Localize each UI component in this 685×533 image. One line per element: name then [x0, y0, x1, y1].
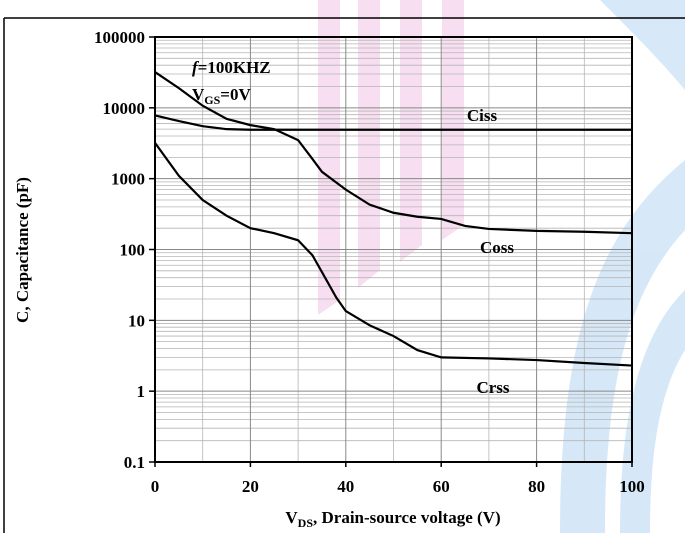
annotation-rest: =0V — [220, 85, 251, 104]
annotation: f=100KHZ — [192, 58, 271, 77]
series-label: Crss — [476, 378, 509, 397]
watermark — [318, 0, 685, 533]
x-axis-label: VDS, Drain-source voltage (V) — [285, 508, 500, 530]
y-tick-label: 1000 — [111, 170, 145, 189]
y-tick-label: 0.1 — [124, 453, 145, 472]
x-tick-label: 100 — [619, 477, 645, 496]
y-tick-label: 1 — [137, 382, 146, 401]
y-axis-label: C, Capacitance (pF) — [13, 177, 32, 323]
x-label-rest: , Drain-source voltage (V) — [313, 508, 501, 527]
x-tick-label: 20 — [242, 477, 259, 496]
y-tick-label: 10000 — [103, 99, 146, 118]
x-tick-label: 80 — [528, 477, 545, 496]
x-tick-label: 60 — [433, 477, 450, 496]
x-tick-label: 0 — [151, 477, 160, 496]
x-label-main: V — [285, 508, 298, 527]
series-line — [154, 142, 633, 367]
plot-frame — [154, 36, 633, 463]
annotation-symbol: f — [192, 58, 200, 77]
annotation: VGS=0V — [192, 85, 251, 107]
x-label-sub: DS — [298, 516, 314, 530]
annotation-main: V — [192, 85, 205, 104]
annotation-text: =100KHZ — [198, 58, 271, 77]
series-label: Ciss — [467, 106, 498, 125]
series-line — [154, 71, 633, 235]
x-tick-label: 40 — [337, 477, 354, 496]
y-tick-label: 100000 — [94, 28, 145, 47]
y-tick-label: 10 — [128, 311, 145, 330]
y-tick-label: 100 — [120, 241, 146, 260]
annotation-sub: GS — [204, 93, 220, 107]
plot-area — [149, 36, 633, 467]
series-label: Coss — [480, 238, 514, 257]
